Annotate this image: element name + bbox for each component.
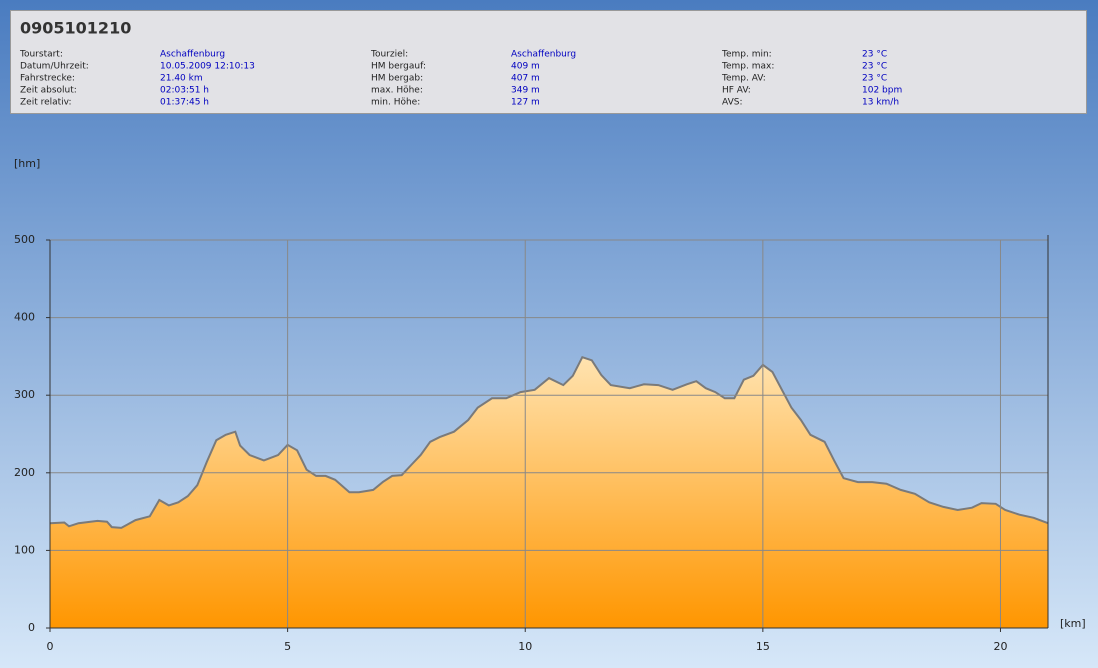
info-label: max. Höhe: [371,86,423,96]
info-value: 349 m [511,86,540,96]
x-tick-label: 0 [47,640,54,653]
info-label: HF AV: [722,86,751,96]
y-tick-label: 0 [28,621,35,634]
info-value: 23 °C [862,62,887,72]
info-value: Aschaffenburg [511,50,576,60]
info-label: AVS: [722,98,742,108]
info-value: 102 bpm [862,86,902,96]
x-tick-label: 15 [756,640,770,653]
x-tick-label: 5 [284,640,291,653]
info-value: 23 °C [862,74,887,84]
info-value: 21.40 km [160,74,203,84]
info-value: Aschaffenburg [160,50,225,60]
info-label: Tourstart: [19,50,63,60]
area-fill [50,357,1048,628]
y-tick-label: 200 [14,466,35,479]
y-tick-label: 300 [14,388,35,401]
info-value: 127 m [511,98,540,108]
x-tick-label: 20 [993,640,1007,653]
info-label: Temp. AV: [721,74,766,84]
info-value: 02:03:51 h [160,86,209,96]
x-tick-label: 10 [518,640,532,653]
info-label: Datum/Uhrzeit: [20,62,89,72]
info-value: 01:37:45 h [160,98,209,108]
info-label: Temp. min: [721,50,772,60]
info-label: Zeit relativ: [20,98,72,108]
info-label: Fahrstrecke: [20,74,75,84]
info-value: 10.05.2009 12:10:13 [160,62,255,72]
x-axis-label: [km] [1060,617,1086,630]
info-label: HM bergauf: [371,62,426,72]
area-line [49,355,1049,529]
info-label: HM bergab: [371,74,423,84]
info-label: Zeit absolut: [20,86,77,96]
info-label: Tourziel: [370,50,408,60]
y-axis-label: [hm] [14,157,40,170]
info-panel [10,10,1087,114]
y-tick-label: 500 [14,233,35,246]
y-tick-label: 100 [14,543,35,556]
info-value: 409 m [511,62,540,72]
info-value: 13 km/h [862,98,899,108]
info-label: Temp. max: [721,62,774,72]
info-value: 407 m [511,74,540,84]
tour-title: 0905101210 [20,19,131,38]
info-value: 23 °C [862,50,887,60]
y-tick-label: 400 [14,311,35,324]
info-label: min. Höhe: [371,98,420,108]
